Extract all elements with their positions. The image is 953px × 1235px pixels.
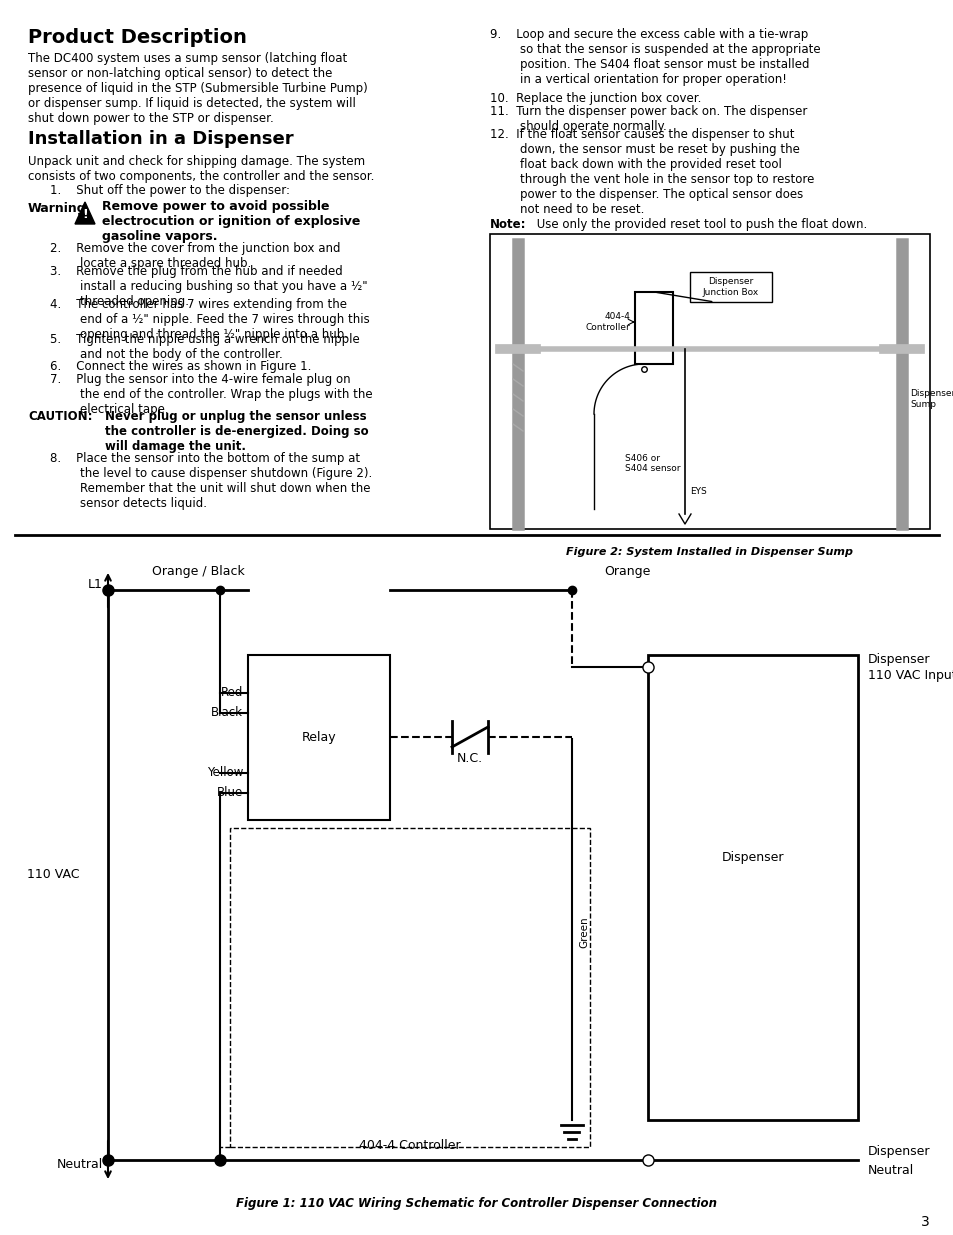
Text: Red: Red xyxy=(220,687,243,699)
Text: 4.    The controller has 7 wires extending from the
        end of a ½" nipple. : 4. The controller has 7 wires extending … xyxy=(50,298,370,341)
Text: 11.  Turn the dispenser power back on. The dispenser
        should operate norm: 11. Turn the dispenser power back on. Th… xyxy=(490,105,806,133)
Text: Note:: Note: xyxy=(490,219,526,231)
Text: Dispenser
Junction Box: Dispenser Junction Box xyxy=(702,278,759,296)
Text: 12.  If the float sensor causes the dispenser to shut
        down, the sensor m: 12. If the float sensor causes the dispe… xyxy=(490,128,814,216)
Text: EYS: EYS xyxy=(689,488,706,496)
Bar xyxy=(647,655,857,1120)
Text: S406 or
S404 sensor: S406 or S404 sensor xyxy=(624,454,679,473)
Bar xyxy=(689,272,771,303)
Text: Dispenser: Dispenser xyxy=(867,1146,929,1158)
Polygon shape xyxy=(75,203,95,224)
Text: Dispenser: Dispenser xyxy=(867,653,929,667)
Text: 3.    Remove the plug from the hub and if needed
        install a reducing bush: 3. Remove the plug from the hub and if n… xyxy=(50,266,367,308)
Text: !: ! xyxy=(82,209,88,221)
Text: Warning: Warning xyxy=(28,203,87,215)
Text: N.C.: N.C. xyxy=(456,752,482,764)
Text: Blue: Blue xyxy=(216,787,243,799)
Text: Never plug or unplug the sensor unless
the controller is de-energized. Doing so
: Never plug or unplug the sensor unless t… xyxy=(105,410,368,453)
Text: Yellow: Yellow xyxy=(207,767,243,779)
Text: Neutral: Neutral xyxy=(867,1163,913,1177)
Text: 8.    Place the sensor into the bottom of the sump at
        the level to cause: 8. Place the sensor into the bottom of t… xyxy=(50,452,372,510)
Text: Neutral: Neutral xyxy=(56,1158,103,1172)
Text: Green: Green xyxy=(578,916,588,947)
Text: L1: L1 xyxy=(88,578,103,592)
Text: 5.    Tighten the nipple using a wrench on the nipple
        and not the body o: 5. Tighten the nipple using a wrench on … xyxy=(50,333,359,361)
Text: Figure 1: 110 VAC Wiring Schematic for Controller Dispenser Connection: Figure 1: 110 VAC Wiring Schematic for C… xyxy=(236,1197,717,1209)
Text: 9.    Loop and secure the excess cable with a tie-wrap
        so that the senso: 9. Loop and secure the excess cable with… xyxy=(490,28,820,86)
Text: Dispenser
Sump: Dispenser Sump xyxy=(909,389,953,409)
Text: 7.    Plug the sensor into the 4‑wire female plug on
        the end of the cont: 7. Plug the sensor into the 4‑wire femal… xyxy=(50,373,373,416)
Text: 1.    Shut off the power to the dispenser:: 1. Shut off the power to the dispenser: xyxy=(50,184,290,198)
Text: 3: 3 xyxy=(921,1215,929,1229)
Text: 110 VAC: 110 VAC xyxy=(27,868,79,882)
Bar xyxy=(248,655,390,820)
Text: 404-4
Controller: 404-4 Controller xyxy=(584,312,629,332)
Text: CAUTION:: CAUTION: xyxy=(28,410,92,424)
Text: Installation in a Dispenser: Installation in a Dispenser xyxy=(28,130,294,148)
Text: Product Description: Product Description xyxy=(28,28,247,47)
Text: Black: Black xyxy=(211,706,243,720)
Bar xyxy=(635,291,672,364)
Text: Orange: Orange xyxy=(603,564,650,578)
Text: Orange / Black: Orange / Black xyxy=(152,564,244,578)
Text: Dispenser: Dispenser xyxy=(721,851,783,863)
Text: Figure 2: System Installed in Dispenser Sump: Figure 2: System Installed in Dispenser … xyxy=(566,547,853,557)
Text: 10.  Replace the junction box cover.: 10. Replace the junction box cover. xyxy=(490,91,700,105)
Text: 2.    Remove the cover from the junction box and
        locate a spare threaded: 2. Remove the cover from the junction bo… xyxy=(50,242,340,270)
Text: 404-4 Controller: 404-4 Controller xyxy=(359,1139,460,1152)
Bar xyxy=(490,233,929,529)
Text: Relay: Relay xyxy=(301,730,336,743)
Bar xyxy=(230,827,589,1147)
Text: Use only the provided reset tool to push the float down.: Use only the provided reset tool to push… xyxy=(533,219,866,231)
Text: Remove power to avoid possible
electrocution or ignition of explosive
gasoline v: Remove power to avoid possible electrocu… xyxy=(102,200,360,243)
Text: 110 VAC Input: 110 VAC Input xyxy=(867,668,953,682)
Text: 6.    Connect the wires as shown in Figure 1.: 6. Connect the wires as shown in Figure … xyxy=(50,359,311,373)
Text: Unpack unit and check for shipping damage. The system
consists of two components: Unpack unit and check for shipping damag… xyxy=(28,156,374,183)
Text: The DC400 system uses a sump sensor (latching float
sensor or non-latching optic: The DC400 system uses a sump sensor (lat… xyxy=(28,52,367,125)
